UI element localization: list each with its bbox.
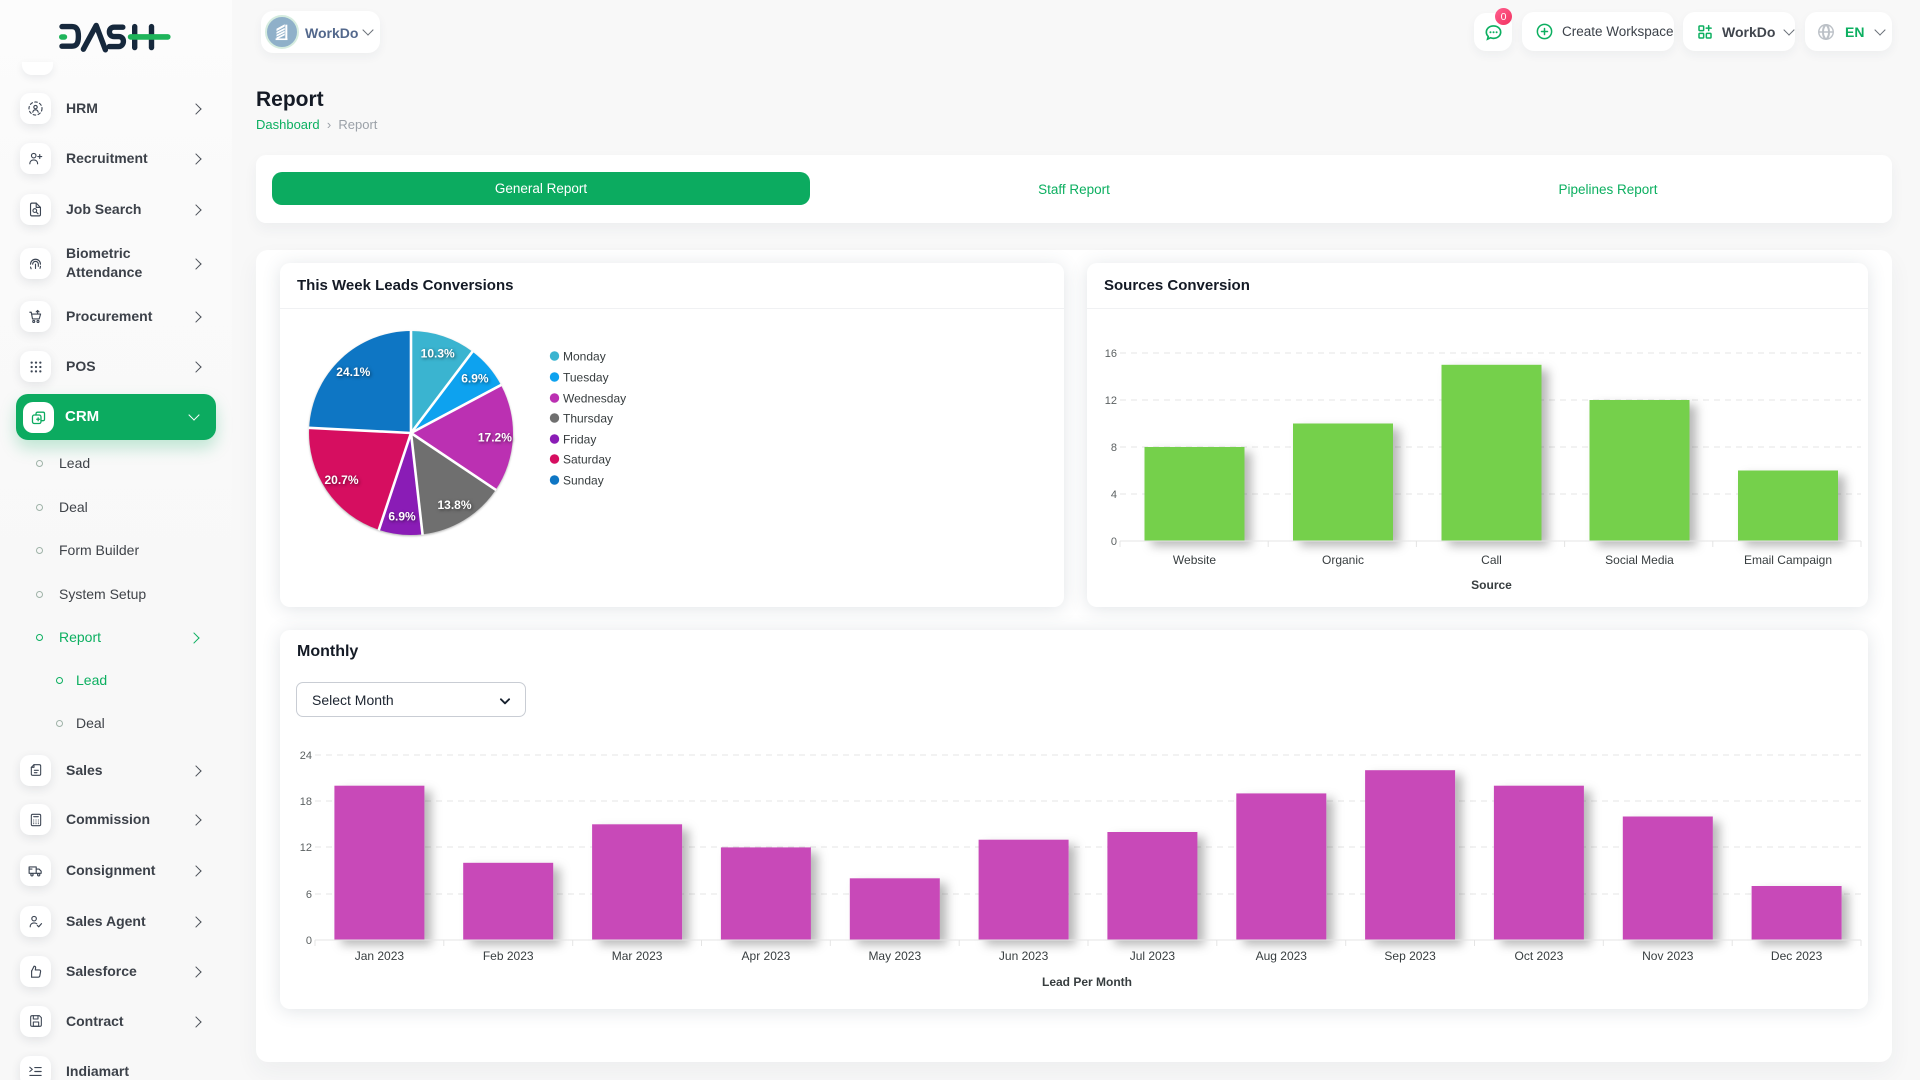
svg-text:0: 0 (306, 935, 312, 947)
svg-text:Jan 2023: Jan 2023 (355, 949, 405, 963)
svg-text:Tuesday: Tuesday (563, 371, 609, 385)
svg-text:Social Media: Social Media (1605, 553, 1674, 567)
svg-text:Saturday: Saturday (563, 453, 611, 467)
svg-text:Dec 2023: Dec 2023 (1771, 949, 1823, 963)
svg-text:Source: Source (1471, 578, 1512, 592)
svg-text:Nov 2023: Nov 2023 (1642, 949, 1694, 963)
svg-text:Sunday: Sunday (563, 474, 604, 488)
svg-text:Organic: Organic (1322, 553, 1364, 567)
svg-text:10.3%: 10.3% (421, 346, 455, 360)
svg-text:Monday: Monday (563, 350, 606, 364)
svg-text:Email Campaign: Email Campaign (1744, 553, 1832, 567)
svg-text:0: 0 (1111, 536, 1117, 548)
svg-text:8: 8 (1111, 442, 1117, 454)
svg-text:Jun 2023: Jun 2023 (999, 949, 1049, 963)
svg-text:Lead Per Month: Lead Per Month (1042, 975, 1132, 989)
svg-text:Wednesday: Wednesday (563, 392, 626, 406)
svg-text:Oct 2023: Oct 2023 (1515, 949, 1564, 963)
svg-text:6.9%: 6.9% (461, 372, 489, 386)
svg-text:Jul 2023: Jul 2023 (1130, 949, 1176, 963)
svg-text:Aug 2023: Aug 2023 (1256, 949, 1308, 963)
svg-text:12: 12 (1105, 395, 1117, 407)
svg-text:Feb 2023: Feb 2023 (483, 949, 534, 963)
svg-text:17.2%: 17.2% (478, 430, 512, 444)
svg-text:Thursday: Thursday (563, 412, 613, 426)
svg-text:24: 24 (300, 750, 312, 762)
svg-text:6.9%: 6.9% (388, 510, 416, 524)
svg-text:Website: Website (1173, 553, 1216, 567)
svg-text:16: 16 (1105, 348, 1117, 360)
svg-text:13.8%: 13.8% (437, 498, 471, 512)
svg-text:Sep 2023: Sep 2023 (1384, 949, 1436, 963)
svg-text:18: 18 (300, 796, 312, 808)
svg-text:24.1%: 24.1% (336, 365, 370, 379)
svg-text:Mar 2023: Mar 2023 (612, 949, 663, 963)
svg-text:4: 4 (1111, 489, 1117, 501)
svg-text:20.7%: 20.7% (324, 473, 358, 487)
svg-text:12: 12 (300, 842, 312, 854)
svg-text:6: 6 (306, 889, 312, 901)
svg-text:Call: Call (1481, 553, 1502, 567)
svg-text:Apr 2023: Apr 2023 (742, 949, 791, 963)
svg-text:May 2023: May 2023 (868, 949, 921, 963)
svg-text:Friday: Friday (563, 433, 596, 447)
